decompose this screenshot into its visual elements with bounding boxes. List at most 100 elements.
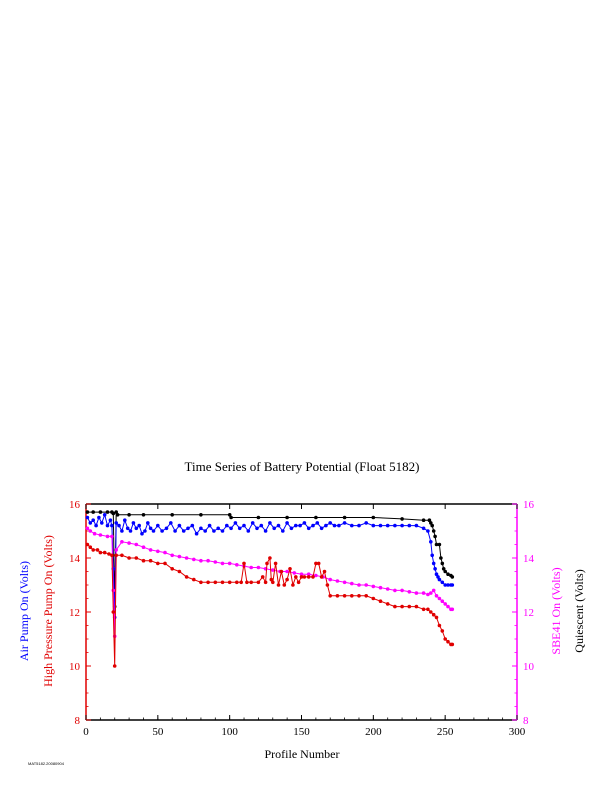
data-point-high-pressure-pump-on-volts	[306, 575, 311, 579]
data-point-high-pressure-pump-on-volts	[91, 548, 95, 552]
data-point-quiescent-volts	[439, 556, 443, 560]
data-point-sbe41-on-volts	[385, 587, 390, 591]
data-point-air-pump-on-volts	[364, 521, 369, 525]
data-point-high-pressure-pump-on-volts	[177, 569, 182, 574]
data-point-high-pressure-pump-on-volts	[302, 575, 307, 579]
data-point-air-pump-on-volts	[237, 526, 242, 531]
data-point-high-pressure-pump-on-volts	[421, 607, 426, 612]
data-point-quiescent-volts	[427, 518, 432, 522]
data-point-high-pressure-pump-on-volts	[276, 583, 281, 587]
y-left-tick-label: 12	[69, 607, 80, 619]
data-point-sbe41-on-volts	[431, 588, 436, 593]
data-point-high-pressure-pump-on-volts	[414, 604, 419, 609]
data-point-high-pressure-pump-on-volts	[443, 637, 448, 641]
data-point-quiescent-volts	[433, 534, 437, 539]
data-point-air-pump-on-volts	[371, 523, 376, 528]
y-right-tick-label: 12	[523, 607, 534, 619]
data-point-high-pressure-pump-on-volts	[426, 607, 430, 612]
data-point-sbe41-on-volts	[227, 561, 232, 566]
y-right-tick-label: 14	[523, 553, 535, 565]
data-point-quiescent-volts	[434, 542, 439, 547]
chart-title: Time Series of Battery Potential (Float …	[185, 459, 420, 474]
data-point-air-pump-on-volts	[134, 526, 139, 531]
data-point-air-pump-on-volts	[114, 521, 118, 525]
data-point-air-pump-on-volts	[146, 521, 150, 525]
data-point-sbe41-on-volts	[88, 529, 93, 533]
data-point-sbe41-on-volts	[364, 583, 369, 587]
data-point-high-pressure-pump-on-volts	[350, 594, 354, 598]
data-point-sbe41-on-volts	[292, 571, 297, 575]
data-point-air-pump-on-volts	[164, 526, 169, 531]
data-point-high-pressure-pump-on-volts	[446, 639, 450, 644]
data-point-quiescent-volts	[446, 572, 450, 576]
data-point-sbe41-on-volts	[177, 554, 182, 559]
y-right-tick-label: 8	[523, 715, 529, 727]
x-axis-title: Profile Number	[265, 747, 340, 761]
data-point-sbe41-on-volts	[400, 588, 404, 593]
data-point-air-pump-on-volts	[91, 518, 95, 522]
data-point-high-pressure-pump-on-volts	[385, 602, 390, 606]
data-point-sbe41-on-volts	[206, 558, 210, 563]
data-point-quiescent-volts	[199, 513, 203, 517]
data-point-air-pump-on-volts	[437, 577, 442, 582]
y-right-tick-label: 16	[523, 499, 535, 511]
data-point-sbe41-on-volts	[235, 563, 239, 567]
data-point-sbe41-on-volts	[378, 585, 383, 590]
data-point-sbe41-on-volts	[85, 526, 90, 531]
data-point-high-pressure-pump-on-volts	[263, 580, 268, 585]
data-point-high-pressure-pump-on-volts	[437, 623, 442, 628]
data-point-high-pressure-pump-on-volts	[192, 577, 196, 582]
data-point-high-pressure-pump-on-volts	[148, 558, 153, 563]
data-point-air-pump-on-volts	[85, 515, 90, 520]
data-point-quiescent-volts	[111, 511, 116, 516]
data-point-sbe41-on-volts	[98, 533, 103, 537]
data-point-air-pump-on-volts	[131, 521, 136, 525]
data-point-air-pump-on-volts	[137, 523, 141, 528]
data-point-air-pump-on-volts	[100, 521, 104, 525]
data-point-high-pressure-pump-on-volts	[239, 580, 243, 585]
data-point-sbe41-on-volts	[350, 581, 354, 586]
data-point-air-pump-on-volts	[220, 529, 225, 533]
data-point-high-pressure-pump-on-volts	[364, 594, 369, 598]
data-point-quiescent-volts	[450, 575, 455, 579]
data-point-quiescent-volts	[371, 515, 376, 520]
data-point-high-pressure-pump-on-volts	[314, 561, 318, 566]
data-point-air-pump-on-volts	[229, 526, 233, 531]
data-point-sbe41-on-volts	[111, 588, 116, 593]
data-point-air-pump-on-volts	[148, 526, 153, 531]
data-point-air-pump-on-volts	[242, 523, 246, 528]
data-point-quiescent-volts	[285, 515, 289, 520]
data-point-air-pump-on-volts	[156, 523, 160, 528]
data-point-high-pressure-pump-on-volts	[134, 556, 139, 560]
data-point-high-pressure-pump-on-volts	[95, 548, 100, 552]
data-point-air-pump-on-volts	[298, 523, 302, 528]
data-point-quiescent-volts	[105, 510, 110, 514]
data-point-air-pump-on-volts	[207, 523, 212, 528]
data-point-air-pump-on-volts	[430, 553, 435, 558]
data-point-high-pressure-pump-on-volts	[88, 545, 93, 549]
data-point-air-pump-on-volts	[151, 529, 156, 533]
data-point-air-pump-on-volts	[421, 526, 426, 531]
data-point-quiescent-volts	[441, 567, 446, 571]
data-point-air-pump-on-volts	[97, 515, 101, 520]
data-point-sbe41-on-volts	[440, 599, 445, 603]
data-point-air-pump-on-volts	[225, 523, 229, 528]
data-point-quiescent-volts	[314, 515, 318, 520]
y-axis-title-air-pump: Air Pump On (Volts)	[17, 561, 31, 661]
data-point-air-pump-on-volts	[259, 523, 264, 528]
data-point-sbe41-on-volts	[271, 568, 275, 572]
data-point-sbe41-on-volts	[421, 591, 426, 595]
data-point-air-pump-on-volts	[102, 513, 107, 517]
data-point-air-pump-on-volts	[160, 529, 164, 533]
data-point-sbe41-on-volts	[127, 541, 131, 545]
data-point-high-pressure-pump-on-volts	[199, 580, 203, 585]
data-point-high-pressure-pump-on-volts	[273, 561, 278, 566]
data-point-air-pump-on-volts	[94, 523, 98, 528]
data-point-air-pump-on-volts	[125, 526, 130, 531]
data-point-air-pump-on-volts	[128, 529, 133, 533]
data-point-quiescent-volts	[437, 542, 442, 547]
data-point-sbe41-on-volts	[407, 590, 412, 594]
data-point-high-pressure-pump-on-volts	[393, 604, 397, 609]
data-point-sbe41-on-volts	[120, 540, 124, 544]
